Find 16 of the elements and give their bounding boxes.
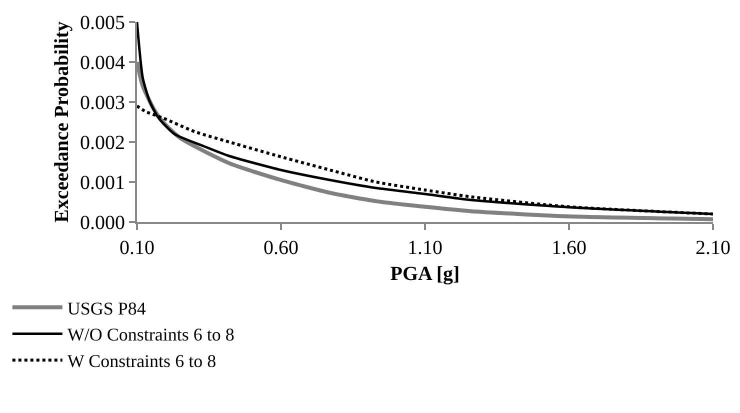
x-tick-label: 1.60 — [552, 237, 586, 259]
y-tick-label: 0.000 — [80, 212, 125, 234]
y-tick-label: 0.002 — [80, 132, 125, 154]
x-tick-label: 0.60 — [264, 237, 298, 259]
x-axis-title: PGA [g] — [390, 263, 460, 285]
x-tick-label: 2.10 — [696, 237, 730, 259]
legend-label: W/O Constraints 6 to 8 — [67, 324, 234, 345]
y-axis-title: Exceedance Probability — [51, 21, 73, 223]
legend-label: USGS P84 — [67, 298, 146, 318]
legend-label: W Constraints 6 to 8 — [67, 351, 216, 372]
y-tick-label: 0.004 — [80, 52, 125, 74]
y-tick-label: 0.005 — [80, 12, 125, 34]
y-tick-label: 0.003 — [80, 92, 125, 114]
x-tick-label: 1.10 — [408, 237, 442, 259]
x-tick-label: 0.10 — [120, 237, 154, 259]
y-tick-label: 0.001 — [80, 172, 125, 194]
